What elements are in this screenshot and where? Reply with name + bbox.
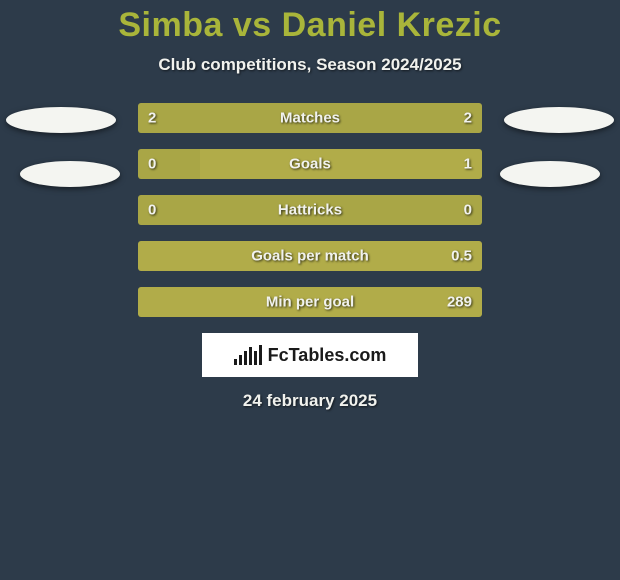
footer-date: 24 february 2025 [0, 391, 620, 411]
avatar-right-1 [504, 107, 614, 133]
logo-box[interactable]: FcTables.com [202, 333, 418, 377]
logo-text: FcTables.com [268, 345, 387, 366]
stat-label: Goals [138, 156, 482, 173]
stat-label: Hattricks [138, 202, 482, 219]
avatar-left-1 [6, 107, 116, 133]
stat-row: 00Hattricks [138, 195, 482, 225]
stat-label: Min per goal [138, 294, 482, 311]
subtitle: Club competitions, Season 2024/2025 [0, 55, 620, 75]
stat-label: Goals per match [138, 248, 482, 265]
stat-row: 289Min per goal [138, 287, 482, 317]
main-area: 22Matches 01Goals 00Hattricks 0.5Goals per … [0, 103, 620, 411]
stat-row: 01Goals [138, 149, 482, 179]
comparison-card: Simba vs Daniel Krezic Club competitions… [0, 0, 620, 580]
stat-row: 22Matches [138, 103, 482, 133]
stat-row: 0.5Goals per match [138, 241, 482, 271]
page-title: Simba vs Daniel Krezic [0, 0, 620, 45]
avatar-right-2 [500, 161, 600, 187]
stat-label: Matches [138, 110, 482, 127]
avatar-left-2 [20, 161, 120, 187]
stat-bars: 22Matches 01Goals 00Hattricks 0.5Goals per … [138, 103, 482, 317]
logo-chart-icon [234, 345, 262, 365]
